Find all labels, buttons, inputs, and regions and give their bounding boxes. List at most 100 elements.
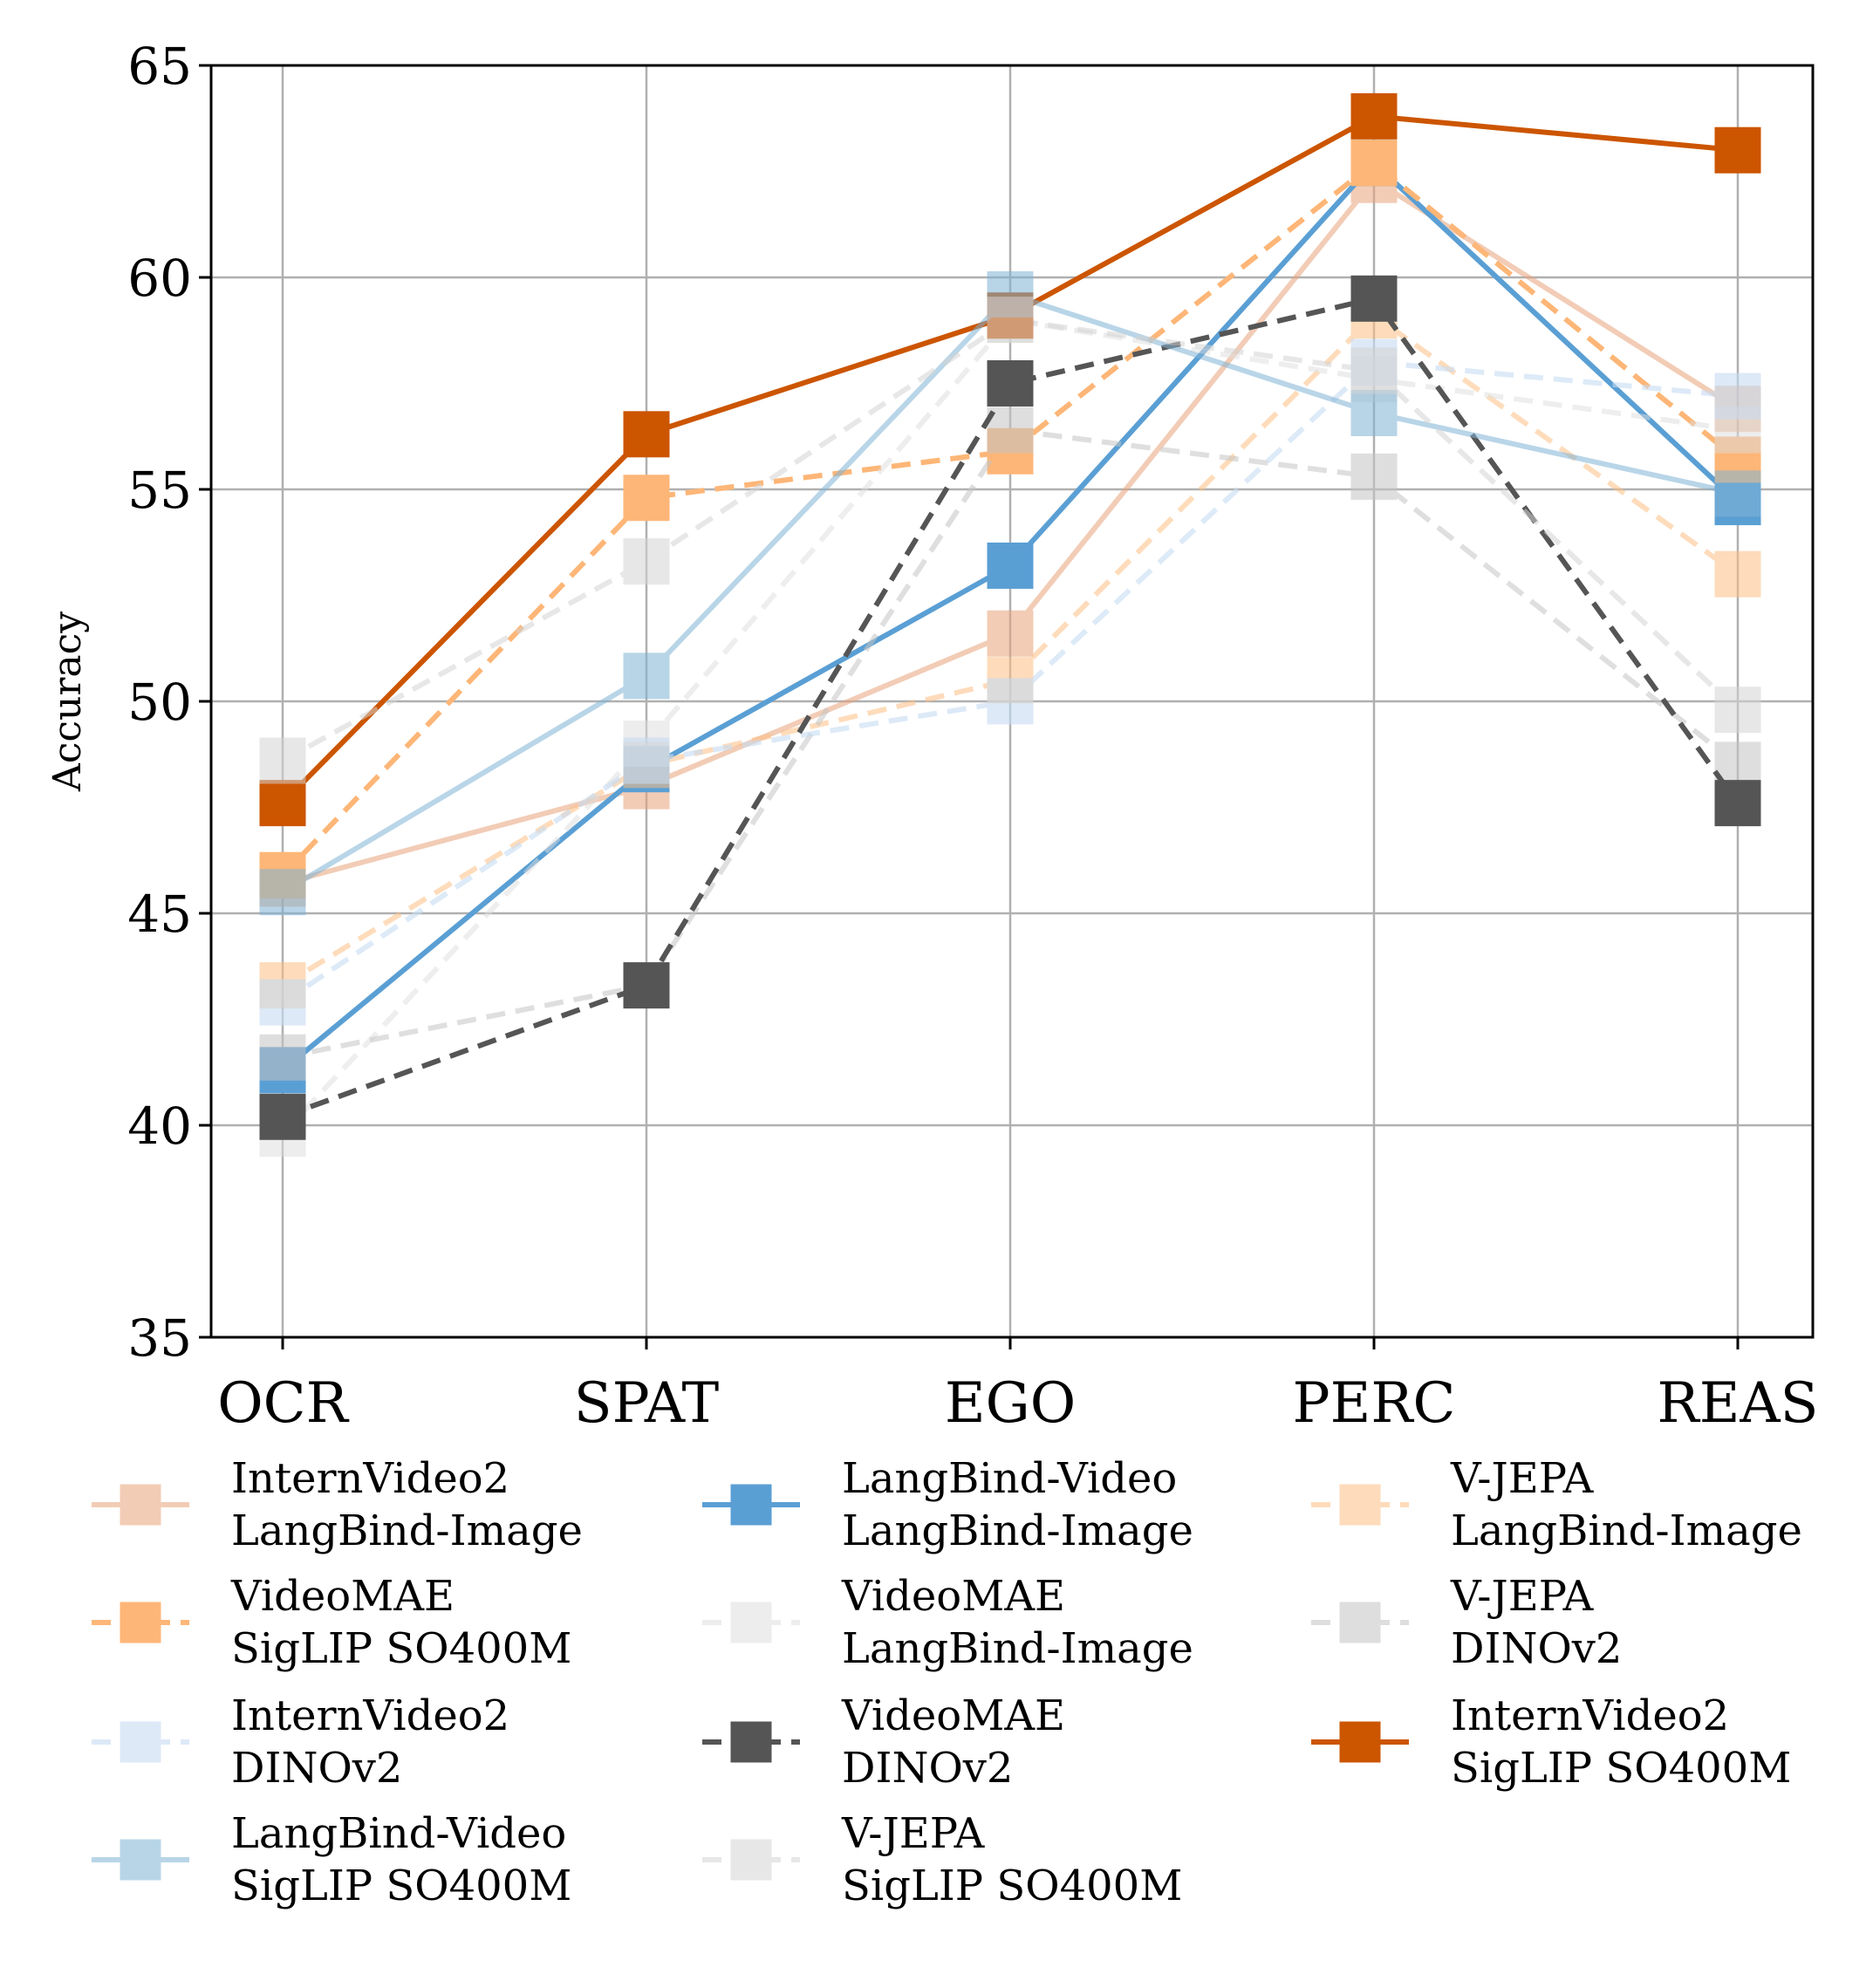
legend-entry — [1311, 1602, 1409, 1643]
data-point — [259, 1093, 306, 1140]
x-tick-label: PERC — [1293, 1371, 1456, 1436]
legend-label-line1: InternVideo2 — [1451, 1691, 1729, 1740]
data-point — [623, 962, 670, 1009]
legend-label-line2: SigLIP SO400M — [842, 1862, 1182, 1910]
data-point — [1714, 550, 1761, 598]
y-tick-label: 45 — [127, 885, 192, 944]
series — [259, 275, 1761, 1140]
legend-marker — [730, 1602, 772, 1643]
legend-label-line2: LangBind-Image — [1451, 1506, 1802, 1555]
data-point — [623, 475, 670, 522]
series-line — [282, 427, 1740, 1061]
legend-marker — [120, 1484, 161, 1526]
data-point — [987, 297, 1034, 344]
data-point — [623, 652, 670, 700]
x-tick-label: OCR — [217, 1371, 349, 1436]
legend-marker — [1339, 1721, 1381, 1763]
legend-marker — [120, 1721, 161, 1763]
legend-label-line2: SigLIP SO400M — [1451, 1744, 1791, 1793]
legend-label-line1: V-JEPA — [1450, 1572, 1595, 1621]
series — [259, 297, 1761, 784]
data-point — [1350, 453, 1398, 500]
legend-marker — [1339, 1484, 1381, 1526]
legend-label-line1: V-JEPA — [841, 1809, 986, 1858]
data-point — [1350, 390, 1398, 437]
data-point — [1350, 347, 1398, 394]
x-tick-label: SPAT — [574, 1371, 720, 1436]
legend-label-line2: SigLIP SO400M — [231, 1862, 571, 1910]
legend-label-line2: SigLIP SO400M — [231, 1624, 571, 1673]
y-tick-label: 60 — [127, 249, 192, 308]
legend-label-line2: LangBind-Image — [842, 1506, 1193, 1555]
data-point — [987, 542, 1034, 589]
data-point — [623, 538, 670, 585]
legend-label-line1: VideoMAE — [230, 1572, 455, 1621]
legend-label-line2: LangBind-Image — [842, 1624, 1193, 1673]
legend-entry — [92, 1602, 189, 1643]
legend-label-line2: DINOv2 — [842, 1744, 1013, 1793]
y-axis-label: Accuracy — [45, 611, 90, 792]
legend-entry — [92, 1839, 189, 1881]
data-point — [623, 411, 670, 458]
legend-label-line1: VideoMAE — [841, 1572, 1065, 1621]
legend-marker — [120, 1839, 161, 1881]
legend-entry — [702, 1484, 800, 1526]
data-point — [259, 737, 306, 784]
legend-marker — [730, 1484, 772, 1526]
legend-label-line2: DINOv2 — [1451, 1624, 1622, 1673]
legend-label-line1: VideoMAE — [841, 1691, 1065, 1740]
data-point — [259, 780, 306, 827]
legend-label-line2: DINOv2 — [231, 1744, 402, 1793]
x-tick-label: REAS — [1658, 1371, 1819, 1436]
y-tick-label: 50 — [127, 673, 192, 732]
data-point — [987, 678, 1034, 725]
legend-label-line2: LangBind-Image — [231, 1506, 583, 1555]
data-point — [1714, 470, 1761, 517]
legend-marker — [730, 1721, 772, 1763]
series-lines — [259, 92, 1761, 1158]
legend-entry — [702, 1721, 800, 1763]
series-line — [281, 312, 1740, 988]
data-point — [1714, 687, 1761, 734]
legend-entry — [702, 1839, 800, 1881]
legend-entry — [92, 1484, 189, 1526]
data-point — [1714, 372, 1761, 420]
y-tick-label: 35 — [127, 1308, 192, 1368]
legend-label-line1: InternVideo2 — [231, 1454, 509, 1503]
series-line — [281, 296, 1740, 1120]
series — [259, 270, 1761, 916]
legend-label-line1: LangBind-Video — [231, 1809, 566, 1858]
legend-label-line1: InternVideo2 — [231, 1691, 509, 1740]
y-tick-label: 55 — [127, 461, 192, 520]
legend-marker — [730, 1839, 772, 1881]
data-point — [987, 406, 1034, 454]
series-line — [281, 317, 1740, 763]
legend-entry — [92, 1721, 189, 1763]
legend: InternVideo2LangBind-ImageVideoMAESigLIP… — [92, 1454, 1802, 1910]
data-point — [1350, 275, 1398, 322]
series-line — [280, 317, 1739, 1136]
data-point — [1714, 780, 1761, 827]
data-point — [1350, 140, 1398, 187]
legend-label-line1: V-JEPA — [1450, 1454, 1595, 1503]
y-tick-label: 65 — [127, 37, 192, 96]
data-point — [623, 737, 670, 784]
data-point — [259, 1034, 306, 1081]
data-point — [987, 360, 1034, 406]
data-point — [1350, 92, 1398, 140]
legend-marker — [1339, 1602, 1381, 1643]
legend-entry — [1311, 1721, 1409, 1763]
data-point — [1714, 126, 1761, 174]
legend-marker — [120, 1602, 161, 1643]
axes: OCR SPAT EGO PERC REAS 35 40 45 50 55 60 65 — [127, 37, 1818, 1436]
legend-entry — [1311, 1484, 1409, 1526]
x-tick-label: EGO — [945, 1371, 1076, 1436]
legend-label-line1: LangBind-Video — [842, 1454, 1177, 1503]
data-point — [259, 979, 306, 1026]
y-tick-label: 40 — [127, 1096, 192, 1156]
legend-entry — [702, 1602, 800, 1643]
data-point — [987, 610, 1034, 657]
data-point — [259, 869, 306, 916]
